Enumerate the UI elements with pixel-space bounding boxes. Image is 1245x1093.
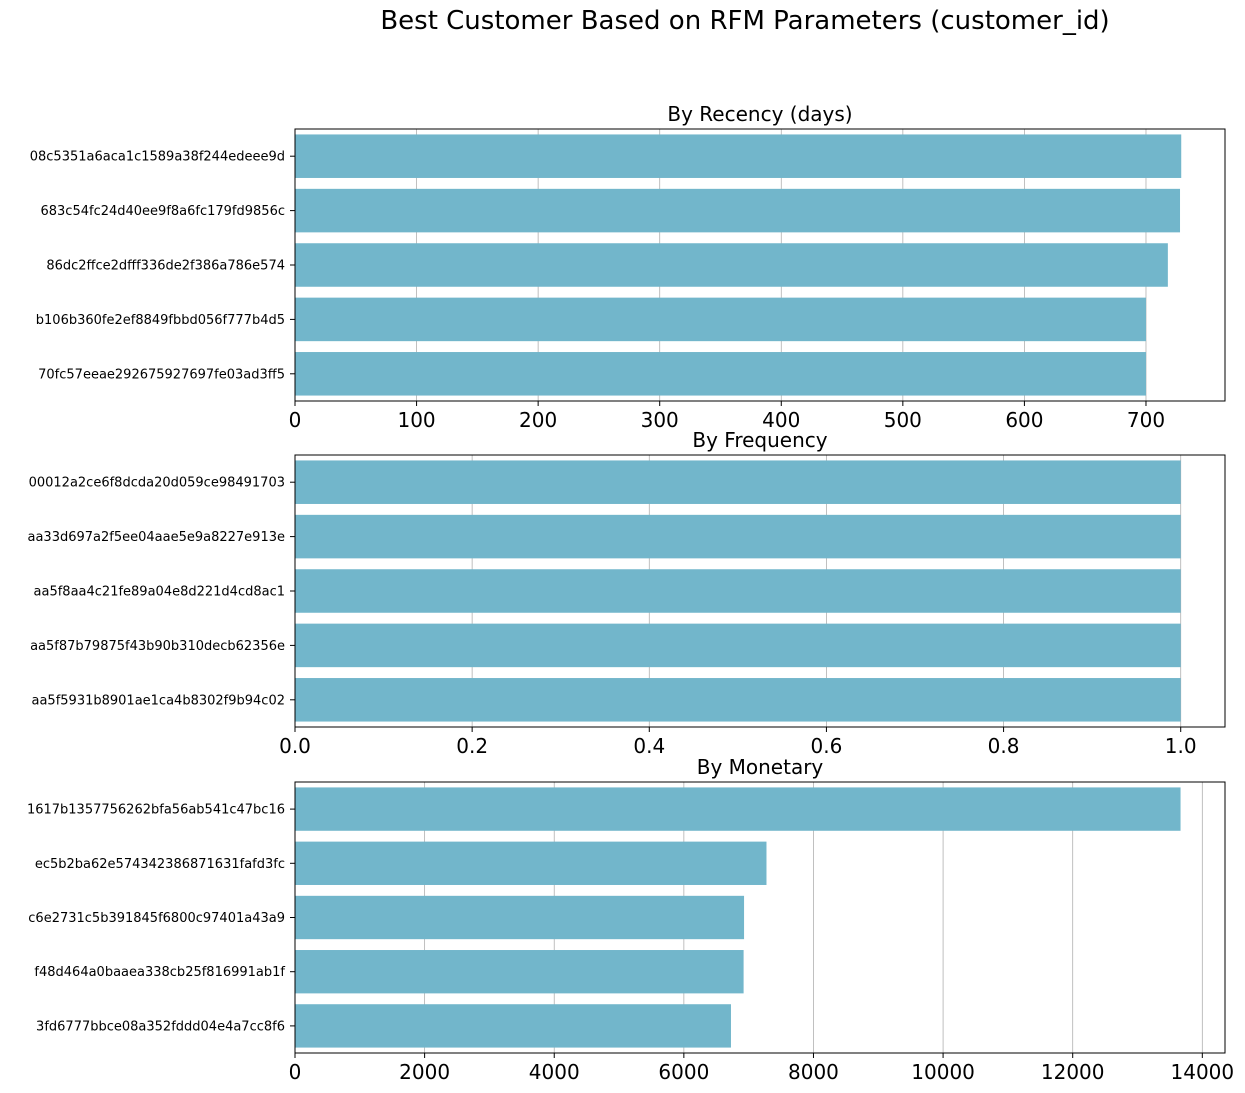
xtick-label-2-0: 0.0 xyxy=(279,734,311,758)
subplot-title-2: By Frequency xyxy=(692,428,827,452)
xtick-label-1-7: 700 xyxy=(1127,408,1165,432)
axes-frame-1 xyxy=(294,128,1226,402)
xtick-label-2-4: 0.8 xyxy=(988,734,1020,758)
category-label-2-1: 00012a2ce6f8dcda20d059ce98491703 xyxy=(29,476,285,491)
category-label-3-5: 3fd6777bbce08a352fddd04e4a7cc8f6 xyxy=(36,1019,285,1034)
category-label-3-1: 1617b1357756262bfa56ab541c47bc16 xyxy=(27,803,285,818)
xtick-label-2-5: 1.0 xyxy=(1165,734,1197,758)
category-label-3-3: c6e2731c5b391845f6800c97401a43a9 xyxy=(28,911,285,926)
category-label-1-4: b106b360fe2ef8849fbbd056f777b4d5 xyxy=(36,313,285,328)
category-label-1-5: 70fc57eeae292675927697fe03ad3ff5 xyxy=(38,367,285,382)
xtick-label-1-1: 100 xyxy=(397,408,435,432)
category-label-2-5: aa5f5931b8901ae1ca4b8302f9b94c02 xyxy=(32,693,286,708)
subplot-3: 1617b1357756262bfa56ab541c47bc16 ec5b2ba6… xyxy=(27,755,1234,1084)
subplot-title-1: By Recency (days) xyxy=(667,102,852,126)
xtick-label-3-6: 12000 xyxy=(1041,1060,1105,1084)
bar-2-2 xyxy=(295,514,1181,559)
category-label-1-1: 08c5351a6aca1c1589a38f244edeee9d xyxy=(30,150,285,165)
bar-3-3 xyxy=(295,895,745,940)
category-label-3-4: f48d464a0baaea338cb25f816991ab1f xyxy=(34,965,285,980)
category-label-1-3: 86dc2ffce2dfff336de2f386a786e574 xyxy=(46,259,285,274)
category-label-2-2: aa33d697a2f5ee04aae5e9a8227e913e xyxy=(28,530,286,545)
xtick-label-1-3: 300 xyxy=(641,408,679,432)
bar-2-1 xyxy=(295,460,1181,504)
xtick-label-3-0: 0 xyxy=(289,1060,302,1084)
xtick-label-2-3: 0.6 xyxy=(811,734,843,758)
subplot-1: 08c5351a6aca1c1589a38f244edeee9d 683c54fc… xyxy=(30,102,1226,432)
category-label-1-2: 683c54fc24d40ee9f8a6fc179fd9856c xyxy=(40,204,285,219)
subplot-2: 00012a2ce6f8dcda20d059ce98491703 aa33d697… xyxy=(28,428,1226,758)
xtick-label-1-6: 600 xyxy=(1005,408,1043,432)
bar-3-2 xyxy=(295,841,767,885)
figure-title: Best Customer Based on RFM Parameters (c… xyxy=(380,6,1110,36)
axes-frame-2 xyxy=(294,454,1226,728)
xtick-label-2-1: 0.2 xyxy=(456,734,488,758)
xtick-label-3-4: 8000 xyxy=(788,1060,839,1084)
bar-3-5 xyxy=(295,1004,731,1048)
bar-2-5 xyxy=(295,678,1181,722)
xtick-label-3-5: 10000 xyxy=(911,1060,975,1084)
xtick-label-1-4: 400 xyxy=(762,408,800,432)
bar-1-4 xyxy=(295,297,1146,342)
category-label-2-4: aa5f87b79875f43b90b310decb62356e xyxy=(30,639,285,654)
xtick-label-3-2: 4000 xyxy=(529,1060,580,1084)
xtick-label-3-3: 6000 xyxy=(658,1060,709,1084)
bar-3-4 xyxy=(295,950,744,994)
xtick-label-1-5: 500 xyxy=(884,408,922,432)
bar-1-5 xyxy=(295,352,1146,396)
xtick-label-3-1: 2000 xyxy=(399,1060,450,1084)
bar-2-3 xyxy=(295,569,1181,613)
xtick-label-1-2: 200 xyxy=(519,408,557,432)
xtick-label-2-2: 0.4 xyxy=(633,734,665,758)
subplot-title-3: By Monetary xyxy=(697,755,824,779)
xtick-label-3-7: 14000 xyxy=(1171,1060,1235,1084)
bar-3-1 xyxy=(295,787,1181,831)
bar-1-1 xyxy=(295,134,1182,178)
bar-2-4 xyxy=(295,623,1181,668)
bar-1-3 xyxy=(295,243,1168,287)
bar-1-2 xyxy=(295,188,1181,233)
category-label-2-3: aa5f8aa4c21fe89a04e8d221d4cd8ac1 xyxy=(34,585,285,600)
xtick-label-1-0: 0 xyxy=(289,408,302,432)
category-label-3-2: ec5b2ba62e574342386871631fafd3fc xyxy=(35,857,285,872)
axes-frame-3 xyxy=(294,781,1226,1054)
